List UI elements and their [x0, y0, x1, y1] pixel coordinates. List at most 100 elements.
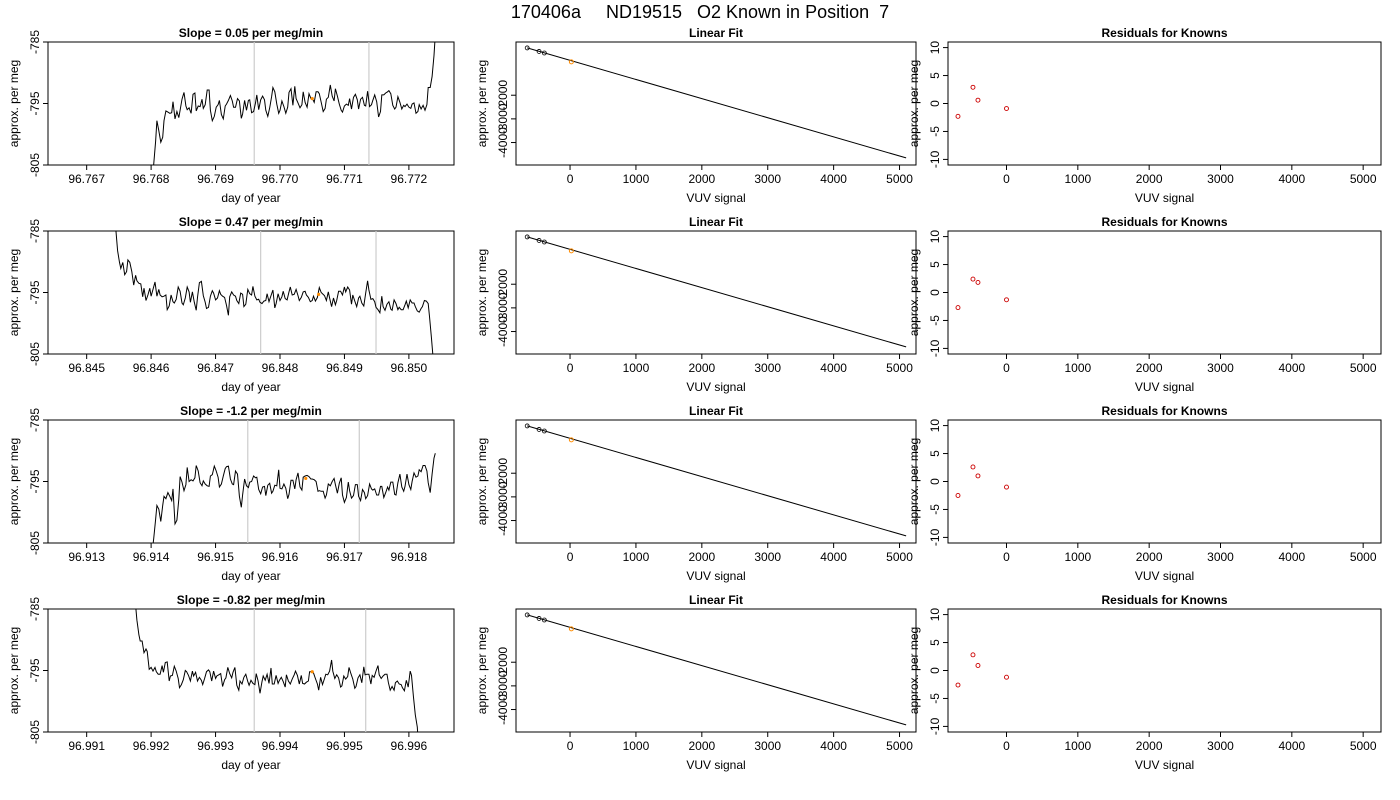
mean-marker [304, 476, 308, 481]
x-tick-label: 96.847 [197, 361, 234, 375]
x-tick-label: 96.913 [68, 550, 105, 564]
panel-title: Residuals for Knowns [1101, 26, 1227, 40]
y-axis-label: approx. per meg [475, 627, 489, 714]
x-tick-label: 96.992 [133, 739, 170, 753]
y-tick-label: 10 [928, 41, 942, 55]
known-point [541, 428, 547, 434]
x-tick-label: 4000 [1278, 739, 1305, 753]
x-tick-label: 96.770 [262, 172, 299, 186]
y-axis-label: approx. per meg [7, 249, 21, 336]
y-tick-label: -3000 [496, 481, 510, 512]
x-tick-label: 3000 [754, 361, 781, 375]
residual-point [975, 279, 981, 285]
y-tick-label: -4000 [496, 127, 510, 158]
x-tick-label: 96.772 [391, 172, 428, 186]
x-tick-label: 3000 [1207, 739, 1234, 753]
y-axis-label: approx. per meg [475, 249, 489, 336]
x-tick-label: 96.991 [68, 739, 105, 753]
x-tick-label: 96.995 [326, 739, 363, 753]
panel-title: Slope = 0.05 per meg/min [179, 26, 323, 40]
x-tick-label: 96.917 [326, 550, 363, 564]
panel-title: Residuals for Knowns [1101, 593, 1227, 607]
y-tick-label: -2000 [496, 458, 510, 489]
y-axis-label: approx. per meg [7, 438, 21, 525]
y-axis-label: approx. per meg [907, 627, 921, 714]
x-tick-label: 96.918 [391, 550, 428, 564]
y-tick-label: -795 [28, 91, 42, 115]
y-tick-label: -10 [928, 717, 942, 735]
panel-title: Slope = 0.47 per meg/min [179, 215, 323, 229]
x-tick-label: 2000 [1136, 550, 1163, 564]
residual-point [970, 276, 976, 282]
plot-frame [515, 41, 917, 166]
y-tick-label: 5 [928, 639, 942, 646]
x-tick-label: 0 [1003, 739, 1010, 753]
page-title: 170406a ND19515 O2 Known in Position 7 [510, 2, 890, 22]
x-axis-label: day of year [221, 569, 280, 583]
fit-line [527, 425, 907, 537]
x-tick-label: 2000 [688, 172, 715, 186]
panel-title: Linear Fit [689, 26, 743, 40]
panel-title: Residuals for Knowns [1101, 215, 1227, 229]
panel-title: Linear Fit [689, 215, 743, 229]
panel-title: Linear Fit [689, 593, 743, 607]
y-tick-label: 5 [928, 72, 942, 79]
known-point [524, 234, 530, 240]
residual-point [1004, 484, 1009, 490]
known-point [524, 45, 530, 51]
x-tick-label: 2000 [688, 361, 715, 375]
panel-title: Slope = -1.2 per meg/min [180, 404, 322, 418]
x-tick-label: 4000 [1278, 172, 1305, 186]
y-tick-label: -4000 [496, 505, 510, 536]
x-tick-label: 0 [1003, 550, 1010, 564]
x-tick-label: 96.849 [326, 361, 363, 375]
residual-point [955, 493, 961, 498]
x-tick-label: 3000 [1207, 172, 1234, 186]
x-axis-label: VUV signal [686, 758, 745, 772]
x-tick-label: 96.915 [197, 550, 234, 564]
plot-frame [47, 608, 455, 733]
x-tick-label: 1000 [1064, 739, 1091, 753]
plot-frame [47, 230, 455, 355]
sample-point [568, 437, 574, 443]
y-tick-label: 0 [928, 100, 942, 107]
residual-point [975, 663, 981, 668]
x-tick-label: 1000 [1064, 361, 1091, 375]
x-tick-label: 3000 [754, 739, 781, 753]
y-tick-label: -805 [28, 153, 42, 177]
x-tick-label: 96.848 [262, 361, 299, 375]
signal-trace [115, 231, 434, 354]
y-tick-label: -4000 [496, 316, 510, 347]
y-tick-label: -805 [28, 342, 42, 366]
x-tick-label: 96.767 [68, 172, 105, 186]
fit-line [527, 47, 907, 159]
x-tick-label: 96.996 [391, 739, 428, 753]
x-tick-label: 5000 [886, 739, 913, 753]
x-tick-label: 4000 [820, 361, 847, 375]
known-point [536, 49, 542, 54]
x-tick-label: 5000 [1350, 361, 1377, 375]
y-tick-label: -10 [928, 339, 942, 357]
mean-marker [317, 292, 321, 296]
panel-title: Residuals for Knowns [1101, 404, 1227, 418]
x-tick-label: 96.769 [197, 172, 234, 186]
x-tick-label: 3000 [1207, 550, 1234, 564]
x-axis-label: day of year [221, 758, 280, 772]
y-tick-label: 0 [928, 667, 942, 674]
y-tick-label: 0 [928, 289, 942, 296]
sample-point [568, 248, 574, 254]
plot-frame [515, 608, 917, 733]
signal-trace [153, 42, 436, 165]
x-axis-label: day of year [221, 380, 280, 394]
x-axis-label: VUV signal [1135, 191, 1194, 205]
x-tick-label: 0 [567, 739, 574, 753]
residual-point [970, 84, 976, 90]
y-tick-label: -5 [928, 504, 942, 515]
residual-point [975, 97, 981, 103]
y-tick-label: -795 [28, 280, 42, 304]
y-tick-label: -10 [928, 528, 942, 546]
y-tick-label: 10 [928, 608, 942, 622]
x-tick-label: 5000 [886, 550, 913, 564]
x-tick-label: 0 [1003, 172, 1010, 186]
